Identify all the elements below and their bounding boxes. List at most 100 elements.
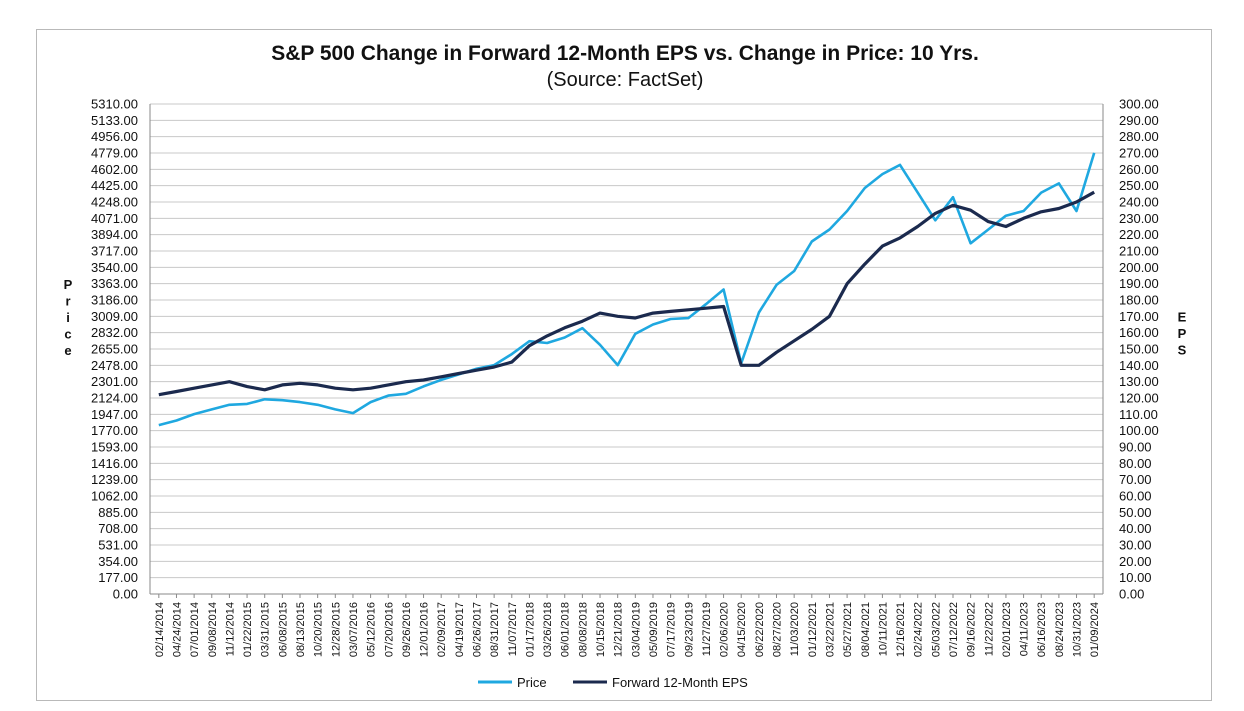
left-tick-label: 3717.00: [91, 244, 138, 259]
left-tick-label: 2301.00: [91, 374, 138, 389]
left-tick-label: 1239.00: [91, 472, 138, 487]
right-tick-label: 90.00: [1119, 440, 1152, 455]
right-tick-label: 270.00: [1119, 146, 1159, 161]
x-tick-label: 03/07/2016: [348, 602, 360, 657]
left-tick-label: 3186.00: [91, 293, 138, 308]
x-tick-label: 06/16/2023: [1036, 602, 1048, 657]
x-tick-label: 12/16/2021: [895, 602, 907, 657]
left-axis-label-letter: i: [66, 310, 70, 325]
left-tick-label: 3894.00: [91, 227, 138, 242]
left-tick-label: 885.00: [98, 505, 138, 520]
x-tick-label: 03/31/2015: [260, 602, 272, 657]
x-tick-label: 10/20/2015: [313, 602, 325, 657]
x-tick-label: 07/01/2014: [189, 602, 201, 657]
x-tick-label: 08/24/2023: [1054, 602, 1066, 657]
x-tick-label: 10/31/2023: [1072, 602, 1084, 657]
left-tick-label: 1416.00: [91, 456, 138, 471]
x-tick-label: 05/27/2021: [842, 602, 854, 657]
left-tick-label: 4602.00: [91, 162, 138, 177]
right-tick-label: 80.00: [1119, 456, 1152, 471]
left-tick-label: 0.00: [113, 587, 138, 602]
x-tick-label: 12/01/2016: [419, 602, 431, 657]
right-tick-label: 230.00: [1119, 211, 1159, 226]
left-axis-label-letter: r: [65, 294, 70, 309]
x-tick-label: 02/01/2023: [1001, 602, 1013, 657]
left-tick-label: 3363.00: [91, 276, 138, 291]
right-tick-label: 30.00: [1119, 538, 1152, 553]
chart-frame: [36, 29, 1212, 701]
right-tick-label: 280.00: [1119, 129, 1159, 144]
x-tick-label: 02/24/2022: [913, 602, 925, 657]
x-tick-label: 06/08/2015: [277, 602, 289, 657]
left-tick-label: 354.00: [98, 554, 138, 569]
chart-subtitle: (Source: FactSet): [547, 69, 704, 91]
left-tick-label: 4425.00: [91, 178, 138, 193]
x-tick-label: 03/22/2021: [824, 602, 836, 657]
legend-price-label: Price: [517, 675, 547, 690]
left-axis-label: Price: [64, 277, 73, 358]
left-tick-label: 2478.00: [91, 358, 138, 373]
right-tick-label: 200.00: [1119, 260, 1159, 275]
x-tick-label: 12/21/2018: [613, 602, 625, 657]
legend: Price Forward 12-Month EPS: [478, 675, 748, 690]
x-tick-label: 07/17/2019: [666, 602, 678, 657]
right-tick-label: 260.00: [1119, 162, 1159, 177]
x-tick-label: 04/15/2020: [736, 602, 748, 657]
right-tick-label: 50.00: [1119, 505, 1152, 520]
x-tick-label: 08/04/2021: [860, 602, 872, 657]
x-tick-label: 05/12/2016: [366, 602, 378, 657]
right-tick-label: 300.00: [1119, 97, 1159, 112]
gridlines: [149, 103, 1104, 595]
left-tick-label: 2832.00: [91, 325, 138, 340]
x-tick-label: 04/24/2014: [171, 602, 183, 657]
x-tick-label: 11/22/2022: [983, 602, 995, 656]
right-axis-label-letter: P: [1178, 326, 1187, 341]
right-tick-label: 0.00: [1119, 587, 1144, 602]
left-tick-label: 1593.00: [91, 440, 138, 455]
x-tick-label: 09/08/2014: [207, 602, 219, 657]
x-tick-label: 11/12/2014: [224, 602, 236, 656]
left-tick-label: 3540.00: [91, 260, 138, 275]
left-axis-label-letter: e: [64, 343, 71, 358]
left-tick-label: 1770.00: [91, 423, 138, 438]
x-tick-label: 12/28/2015: [330, 602, 342, 657]
left-tick-label: 177.00: [98, 570, 138, 585]
x-axis-ticks: 02/14/2014 04/24/2014 07/01/2014 09/08/2014…: [154, 594, 1101, 657]
x-tick-label: 02/06/2020: [719, 602, 731, 657]
x-tick-label: 05/03/2022: [930, 602, 942, 657]
x-tick-label: 06/01/2018: [560, 602, 572, 657]
x-tick-label: 10/15/2018: [595, 602, 607, 657]
left-tick-label: 5310.00: [91, 97, 138, 112]
left-axis-label-letter: c: [64, 327, 71, 342]
right-tick-label: 120.00: [1119, 391, 1159, 406]
right-tick-label: 190.00: [1119, 276, 1159, 291]
left-tick-label: 2655.00: [91, 342, 138, 357]
right-tick-label: 100.00: [1119, 423, 1159, 438]
eps-line: [158, 190, 1095, 397]
x-tick-label: 08/31/2017: [489, 602, 501, 657]
right-tick-label: 250.00: [1119, 178, 1159, 193]
x-tick-label: 06/26/2017: [471, 602, 483, 657]
x-tick-label: 05/09/2019: [648, 602, 660, 657]
right-tick-label: 290.00: [1119, 113, 1159, 128]
right-axis-label-letter: E: [1178, 310, 1187, 325]
x-tick-label: 11/03/2020: [789, 602, 801, 656]
right-axis-label: EPS: [1178, 310, 1187, 358]
right-tick-label: 60.00: [1119, 489, 1152, 504]
plot-series: [158, 152, 1096, 427]
x-tick-label: 11/27/2019: [701, 602, 713, 656]
right-tick-label: 40.00: [1119, 521, 1152, 536]
x-tick-label: 08/08/2018: [577, 602, 589, 657]
right-tick-label: 180.00: [1119, 293, 1159, 308]
right-tick-label: 210.00: [1119, 244, 1159, 259]
price-line: [158, 152, 1096, 427]
x-tick-label: 02/09/2017: [436, 602, 448, 657]
right-tick-label: 220.00: [1119, 227, 1159, 242]
x-tick-label: 08/13/2015: [295, 602, 307, 657]
right-tick-label: 150.00: [1119, 342, 1159, 357]
x-tick-label: 10/11/2021: [877, 602, 889, 656]
right-tick-label: 130.00: [1119, 374, 1159, 389]
